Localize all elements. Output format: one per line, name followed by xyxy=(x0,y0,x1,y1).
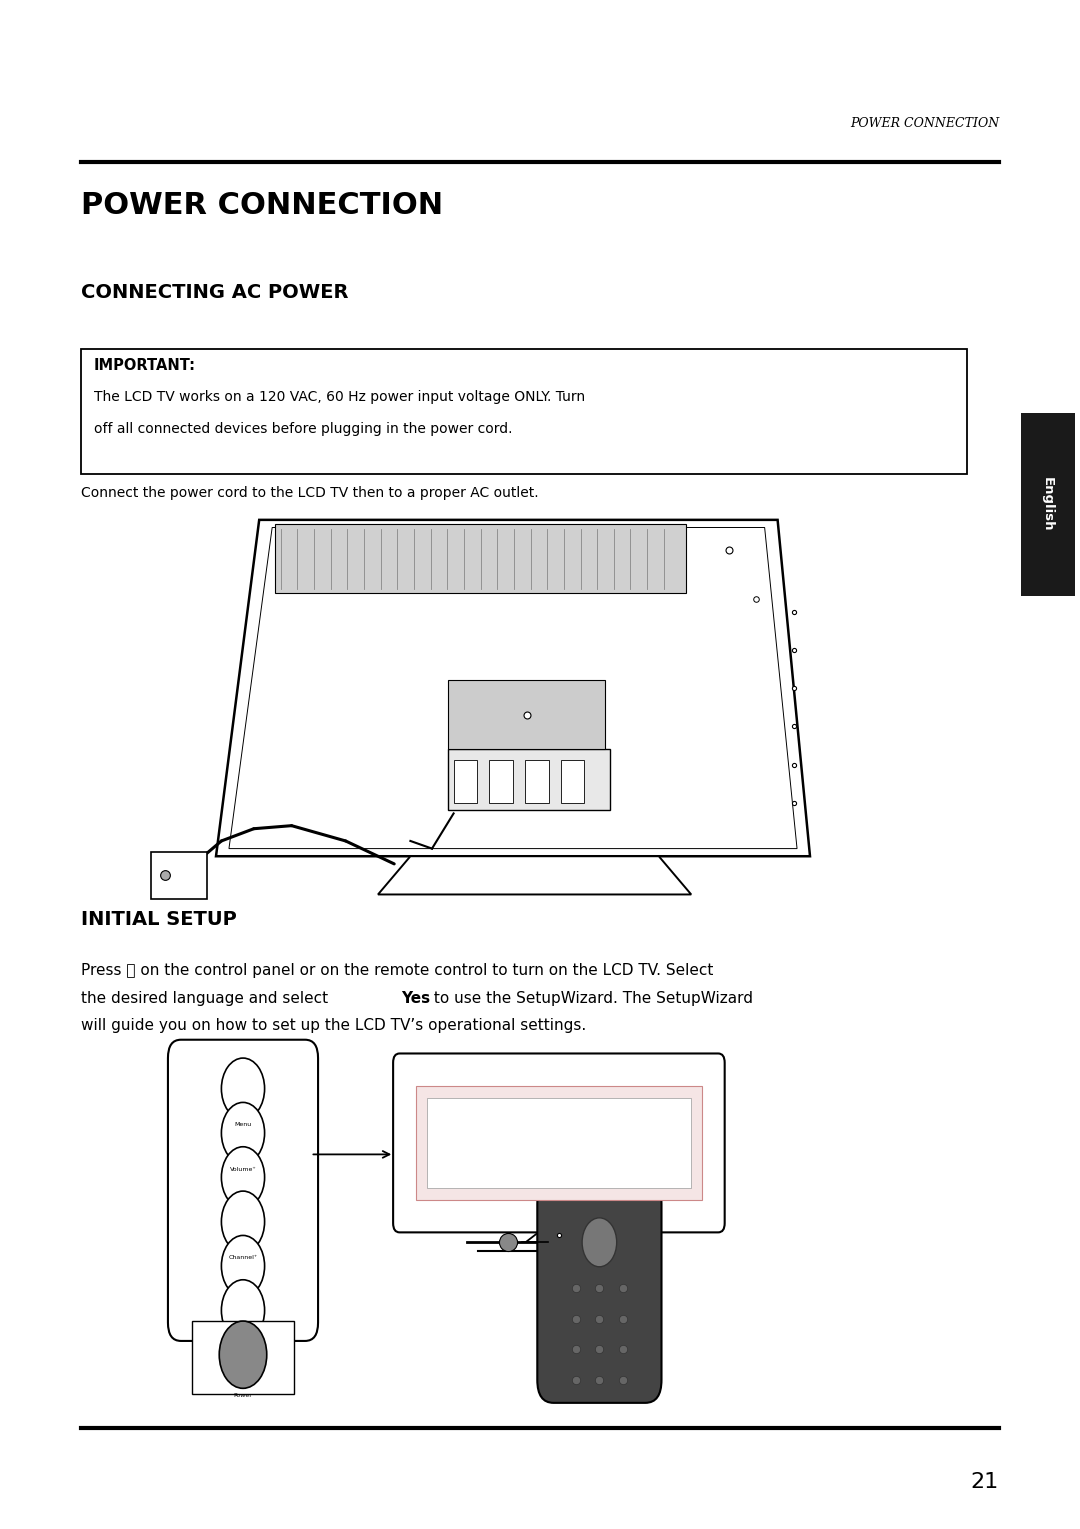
Text: Yes: Yes xyxy=(401,991,430,1006)
Circle shape xyxy=(221,1147,265,1208)
Bar xyxy=(561,760,584,803)
Circle shape xyxy=(221,1280,265,1341)
Text: INITIAL SETUP: INITIAL SETUP xyxy=(81,910,237,928)
Text: Source: Source xyxy=(232,1344,254,1349)
Polygon shape xyxy=(275,524,686,593)
Circle shape xyxy=(221,1102,265,1164)
Polygon shape xyxy=(216,520,810,856)
Text: 21: 21 xyxy=(971,1472,999,1492)
Bar xyxy=(448,680,605,749)
Text: English: English xyxy=(1041,477,1054,532)
FancyBboxPatch shape xyxy=(538,1180,661,1404)
Bar xyxy=(489,760,513,803)
Bar xyxy=(416,1086,702,1200)
Bar xyxy=(192,1321,294,1394)
Text: Press ⏻ on the control panel or on the remote control to turn on the LCD TV. Sel: Press ⏻ on the control panel or on the r… xyxy=(81,963,714,979)
Text: Menu: Menu xyxy=(234,1122,252,1127)
FancyBboxPatch shape xyxy=(168,1040,319,1341)
Bar xyxy=(525,760,549,803)
Polygon shape xyxy=(378,856,691,894)
Text: will guide you on how to set up the LCD TV’s operational settings.: will guide you on how to set up the LCD … xyxy=(81,1018,586,1034)
Text: The LCD TV works on a 120 VAC, 60 Hz power input voltage ONLY. Turn: The LCD TV works on a 120 VAC, 60 Hz pow… xyxy=(94,390,585,404)
Bar xyxy=(151,852,207,899)
Bar xyxy=(427,1098,691,1188)
FancyBboxPatch shape xyxy=(393,1053,725,1232)
Polygon shape xyxy=(229,528,797,849)
Circle shape xyxy=(221,1058,265,1119)
Circle shape xyxy=(221,1235,265,1297)
Text: to use the SetupWizard. The SetupWizard: to use the SetupWizard. The SetupWizard xyxy=(429,991,753,1006)
Text: the desired language and select: the desired language and select xyxy=(81,991,333,1006)
Text: off all connected devices before plugging in the power cord.: off all connected devices before pluggin… xyxy=(94,422,513,436)
Circle shape xyxy=(221,1191,265,1252)
Text: POWER CONNECTION: POWER CONNECTION xyxy=(850,116,999,130)
Text: POWER CONNECTION: POWER CONNECTION xyxy=(81,191,443,220)
Text: Connect the power cord to the LCD TV then to a proper AC outlet.: Connect the power cord to the LCD TV the… xyxy=(81,486,539,500)
Text: Power: Power xyxy=(233,1393,253,1398)
Circle shape xyxy=(219,1321,267,1388)
Bar xyxy=(81,349,967,474)
Bar xyxy=(1021,413,1075,596)
Text: CONNECTING AC POWER: CONNECTING AC POWER xyxy=(81,283,349,301)
Text: Volume⁺: Volume⁺ xyxy=(230,1167,256,1171)
Text: Channel⁺: Channel⁺ xyxy=(229,1255,257,1260)
Bar xyxy=(448,749,610,810)
Circle shape xyxy=(582,1217,617,1266)
Text: IMPORTANT:: IMPORTANT: xyxy=(94,358,195,373)
Bar xyxy=(454,760,477,803)
